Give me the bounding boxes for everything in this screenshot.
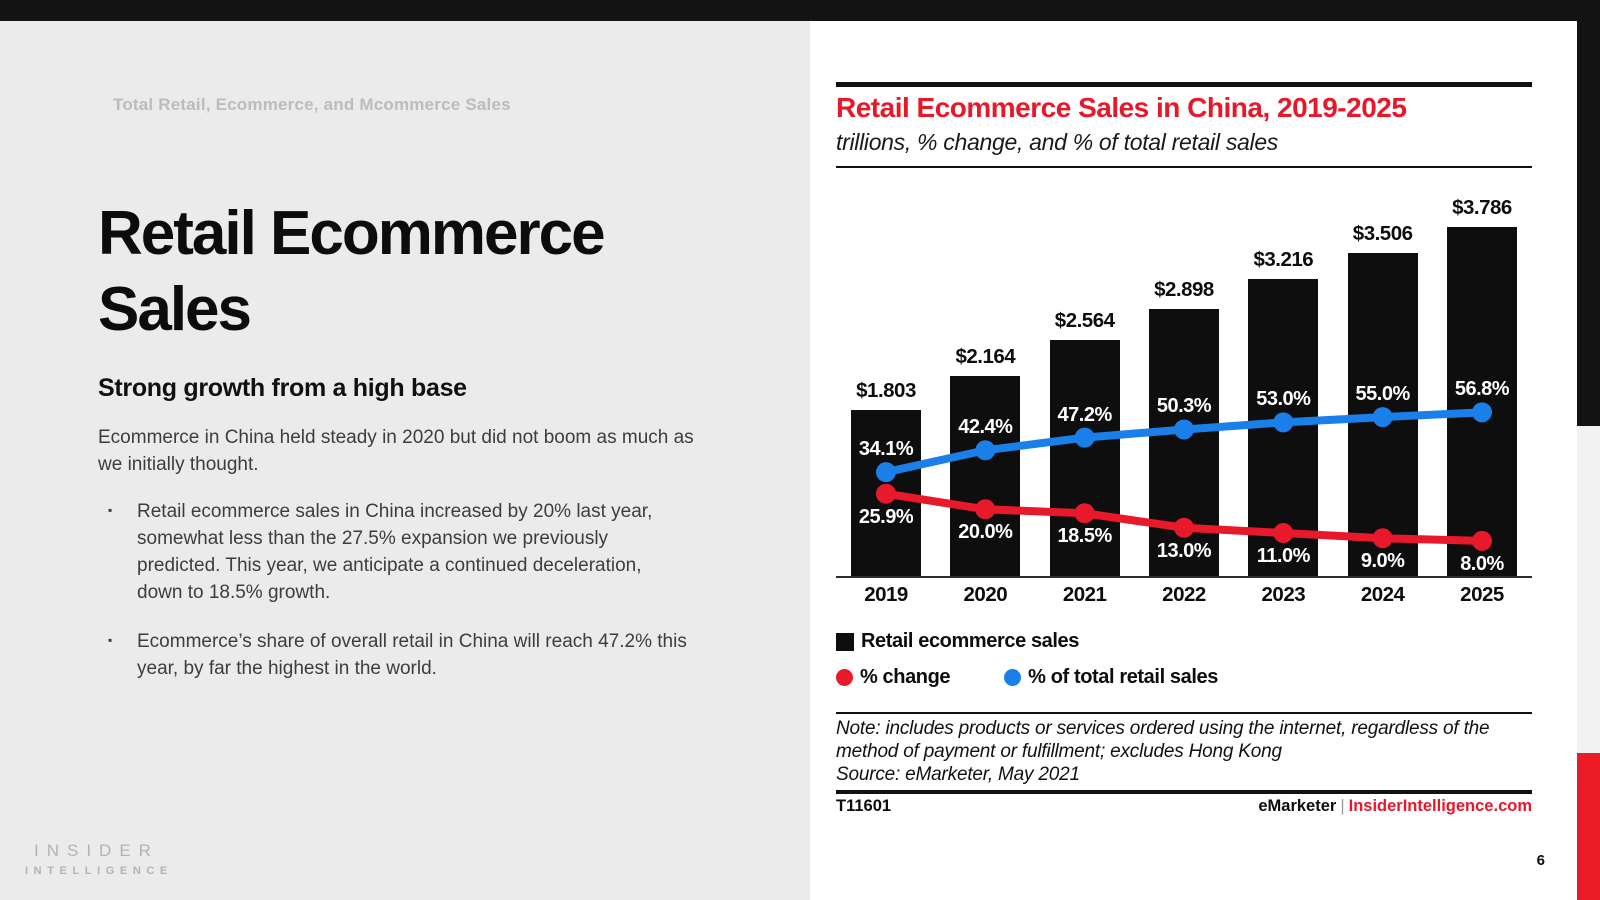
bar-value-label: $3.216 [1253, 248, 1314, 271]
x-axis-labels: 2019 2020 2021 2022 2023 2024 2025 [836, 583, 1532, 607]
slide-subheading: Strong growth from a high base [98, 374, 467, 402]
pct-label: 18.5% [1057, 525, 1113, 548]
data-point-dot [1273, 412, 1294, 433]
legend-bar-swatch [836, 632, 854, 651]
bullet-item: ▪ Retail ecommerce sales in China increa… [98, 498, 698, 606]
insiderintelligence-link[interactable]: InsiderIntelligence.com [1348, 797, 1532, 815]
bullet-square-icon: ▪ [108, 503, 113, 517]
bullet-square-icon: ▪ [108, 633, 113, 647]
year-label-2021: 2021 [1062, 583, 1107, 606]
note-block: Note: includes products or services orde… [836, 717, 1536, 786]
trend-lines-svg [876, 402, 1492, 551]
data-point-dot [876, 483, 896, 504]
data-point-dot [1471, 530, 1492, 551]
bar-value-label: $1.803 [856, 379, 916, 402]
footer-separator: | [1340, 797, 1345, 815]
legend-row: % change % of total retail sales [836, 666, 1532, 689]
bar-value-label: $2.898 [1154, 278, 1214, 301]
data-point-dot [975, 440, 996, 461]
footer-top-rule [836, 790, 1532, 794]
page-number: 6 [1536, 852, 1545, 869]
logo-insider-text: INSIDER [34, 841, 159, 860]
data-point-dot [1372, 528, 1393, 549]
pct-label: 25.9% [858, 505, 914, 528]
pct-label: 20.0% [958, 521, 1013, 544]
chart-footer: T11601 eMarketer | InsiderIntelligence.com [836, 797, 1532, 816]
data-point-dot [1173, 419, 1194, 440]
legend-blue-dot-icon [1004, 669, 1022, 686]
chart-source: Source: eMarketer, May 2021 [836, 764, 1080, 785]
data-point-dot [1173, 517, 1194, 538]
slide-title: Retail Ecommerce Sales [98, 199, 606, 344]
pct-label: 50.3% [1156, 395, 1212, 418]
insider-intelligence-logo: INSIDER INTELLIGENCE [25, 841, 173, 877]
note-top-rule [836, 712, 1532, 714]
year-label-2020: 2020 [963, 583, 1008, 606]
bullet-item: ▪ Ecommerce’s share of overall retail in… [98, 628, 698, 682]
pct-label: 13.0% [1156, 539, 1212, 562]
bar-line-chart-plot: $1.803 $2.164 $2.564 $2.898 $3.216 $3.506 $3.7… [836, 190, 1532, 578]
year-label-2024: 2024 [1360, 583, 1405, 606]
legend-label: % of total retail sales [1028, 666, 1218, 688]
title-top-rule [836, 82, 1532, 87]
bar-value-label: $3.786 [1452, 196, 1512, 219]
year-label-2025: 2025 [1460, 583, 1504, 606]
data-point-dot [975, 499, 996, 520]
title-bottom-rule [836, 166, 1532, 168]
emarketer-brand: eMarketer [1258, 797, 1337, 815]
pct-label: 9.0% [1360, 550, 1405, 573]
bullet-text: Retail ecommerce sales in China increase… [137, 501, 653, 603]
pct-label: 42.4% [958, 416, 1013, 439]
bar-value-label: $3.506 [1352, 222, 1413, 245]
pct-label: 55.0% [1355, 383, 1411, 406]
data-point-dot [1074, 503, 1095, 524]
bar-2020 [950, 376, 1021, 576]
bullet-text: Ecommerce’s share of overall retail in C… [137, 631, 687, 679]
right-edge-black-strip [1577, 21, 1600, 426]
chart-legend: Retail ecommerce sales % change % of tot… [836, 630, 1532, 689]
top-black-bar [0, 0, 1600, 21]
legend-label: Retail ecommerce sales [861, 630, 1080, 652]
right-edge-gray-strip [1577, 426, 1600, 753]
right-edge-red-strip [1577, 753, 1600, 900]
bar-value-label: $2.564 [1054, 309, 1115, 332]
data-point-dot [1471, 402, 1492, 423]
data-point-dot [1074, 427, 1095, 448]
pct-label: 56.8% [1454, 378, 1510, 401]
chart-note: Note: includes products or services orde… [836, 718, 1490, 762]
year-label-2023: 2023 [1261, 583, 1306, 606]
pct-label: 34.1% [858, 438, 914, 461]
pct-label: 53.0% [1256, 388, 1311, 411]
left-panel [0, 21, 810, 900]
chart-subtitle: trillions, % change, and % of total reta… [836, 129, 1279, 155]
pct-label: 47.2% [1057, 403, 1113, 426]
pct-label: 11.0% [1256, 545, 1311, 567]
bar-2021 [1049, 340, 1120, 576]
year-label-2019: 2019 [864, 583, 908, 606]
legend-row: Retail ecommerce sales [836, 630, 1532, 653]
chart-id: T11601 [836, 797, 892, 815]
pct-label: 8.0% [1460, 552, 1504, 575]
intro-paragraph: Ecommerce in China held steady in 2020 b… [98, 427, 694, 475]
bullet-list: ▪ Retail ecommerce sales in China increa… [98, 498, 698, 704]
data-point-dot [1273, 523, 1294, 544]
data-point-dot [1372, 407, 1393, 428]
legend-red-dot-icon [836, 669, 853, 686]
slide-kicker: Total Retail, Ecommerce, and Mcommerce S… [113, 95, 511, 114]
footer-branding: eMarketer | InsiderIntelligence.com [1258, 797, 1532, 816]
chart-title: Retail Ecommerce Sales in China, 2019-20… [836, 92, 1407, 123]
bar-2025 [1446, 227, 1517, 576]
year-label-2022: 2022 [1162, 583, 1206, 606]
data-point-dot [876, 462, 896, 483]
bar-value-label: $2.164 [955, 345, 1016, 368]
logo-intelligence-text: INTELLIGENCE [25, 865, 173, 877]
legend-label: % change [860, 666, 951, 688]
